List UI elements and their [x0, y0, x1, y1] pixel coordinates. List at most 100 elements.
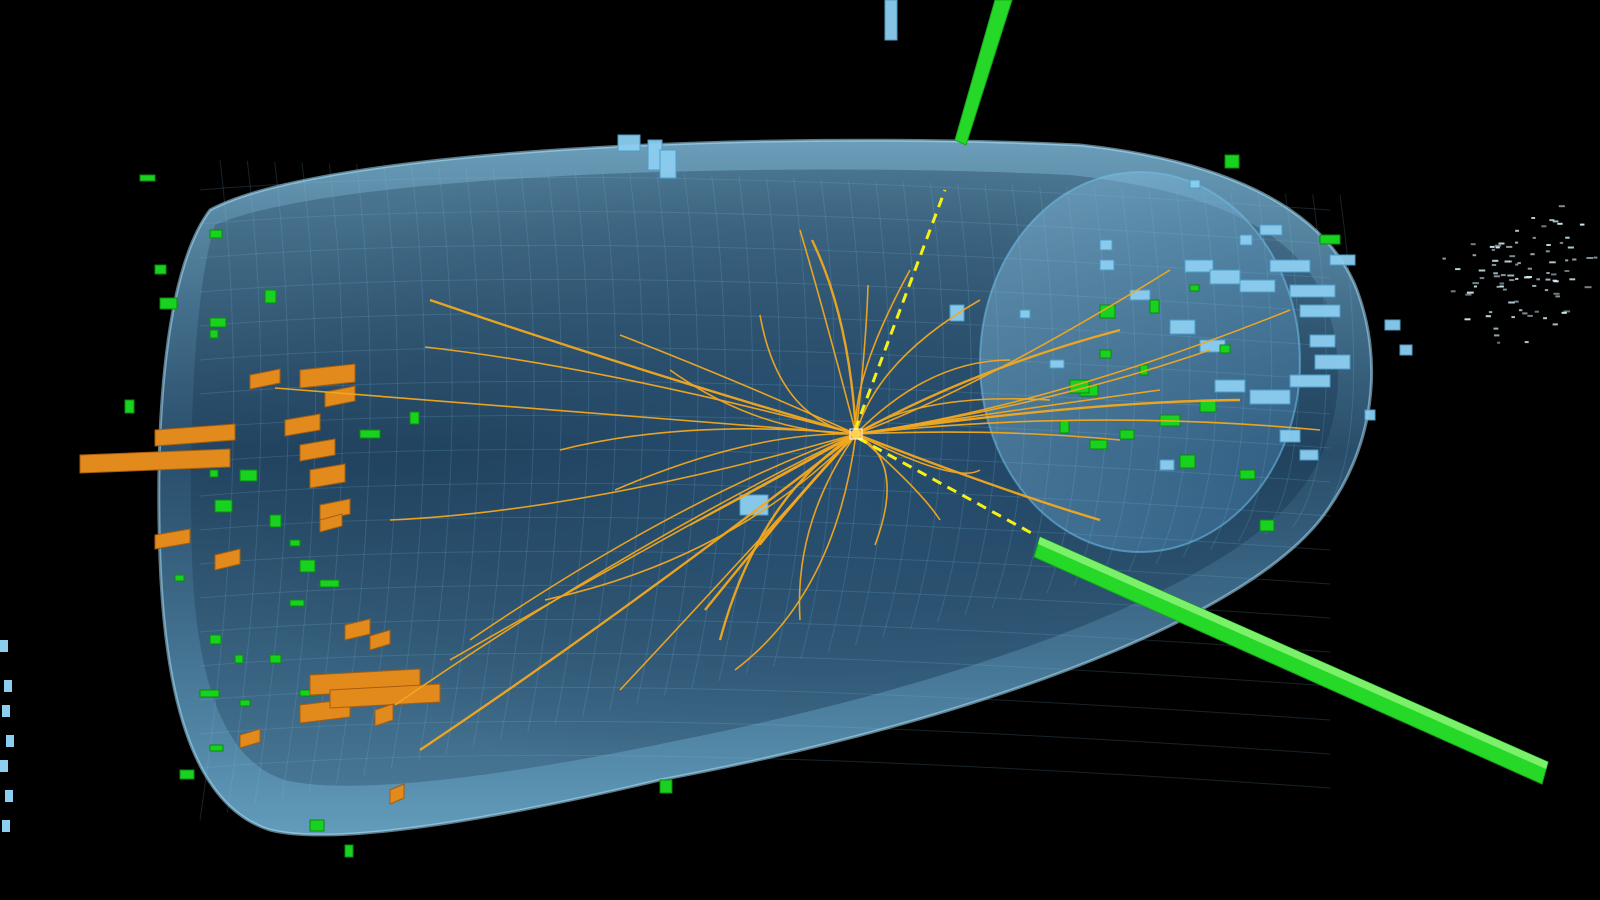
forward-hit: [1584, 286, 1592, 289]
em-deposit: [199, 689, 220, 698]
hadronic-deposit: [154, 423, 236, 447]
light-blue-deposit: [659, 149, 677, 179]
forward-hit: [1527, 314, 1533, 317]
forward-hit: [1567, 246, 1574, 249]
charged-track: [419, 433, 857, 751]
charged-track: [449, 433, 857, 661]
light-blue-deposit: [1309, 334, 1336, 348]
em-deposit: [1239, 469, 1256, 480]
forward-hit: [1508, 260, 1513, 263]
forward-hit: [1499, 285, 1504, 288]
light-blue-deposit: [5, 790, 13, 802]
forward-hit: [1494, 334, 1500, 337]
em-deposit: [1059, 419, 1070, 434]
light-blue-deposit: [1289, 284, 1336, 298]
forward-hit: [1509, 279, 1515, 282]
forward-hit: [1494, 244, 1502, 247]
charged-track: [759, 314, 857, 435]
hadronic-deposit: [309, 463, 346, 489]
forward-hit: [1522, 312, 1528, 315]
em-deposit: [239, 469, 258, 482]
forward-hit: [1564, 270, 1570, 272]
light-blue-deposit: [1239, 234, 1253, 246]
light-blue-deposit: [1299, 304, 1341, 318]
em-deposit: [154, 264, 167, 275]
light-blue-deposit: [884, 0, 898, 41]
em-deposit: [209, 634, 222, 645]
forward-hit: [1532, 284, 1537, 287]
forward-hit: [1509, 255, 1516, 258]
forward-hit: [1493, 272, 1498, 275]
em-deposit: [209, 744, 224, 752]
charged-track: [544, 433, 857, 601]
hadronic-deposit: [389, 783, 405, 805]
forward-hit: [1450, 290, 1456, 293]
forward-hit: [1551, 273, 1557, 276]
forward-hit: [1555, 295, 1561, 298]
charged-track: [855, 398, 1241, 436]
charged-track: [855, 397, 1051, 435]
light-blue-deposit: [1399, 344, 1413, 356]
forward-hit: [1541, 225, 1547, 228]
em-deposit: [234, 654, 244, 664]
em-deposit: [209, 329, 219, 339]
em-deposit: [359, 429, 381, 439]
forward-hit: [1511, 316, 1515, 319]
em-deposit: [344, 844, 354, 858]
light-blue-deposit: [1249, 389, 1291, 405]
charged-track: [855, 269, 1171, 435]
light-blue-deposit: [0, 640, 8, 652]
hadronic-deposit: [299, 438, 336, 462]
em-deposit: [659, 779, 673, 794]
charged-track: [274, 387, 857, 435]
charged-track: [689, 433, 857, 526]
em-deposit: [209, 317, 227, 328]
upper-green-beam: [954, 0, 1013, 146]
forward-hit: [1485, 315, 1491, 318]
forward-hit: [1500, 274, 1506, 277]
charged-track: [798, 433, 857, 621]
em-deposit: [214, 499, 233, 513]
forward-hit: [1507, 274, 1515, 277]
hadronic-deposit: [154, 528, 191, 550]
forward-hit: [1552, 323, 1558, 326]
light-blue-deposit: [1214, 379, 1246, 393]
forward-hit: [1472, 282, 1480, 285]
hadronic-deposit: [299, 363, 356, 389]
forward-hit: [1473, 285, 1477, 288]
em-deposit: [1149, 299, 1160, 314]
charged-track: [394, 433, 857, 706]
em-deposit: [264, 289, 277, 304]
forward-hit: [1572, 258, 1577, 261]
forward-hit: [1478, 269, 1486, 272]
charged-track: [429, 298, 857, 436]
light-blue-deposit: [0, 760, 8, 772]
em-deposit: [239, 699, 251, 707]
em-deposit: [174, 574, 185, 582]
light-blue-deposit: [1299, 449, 1319, 461]
light-blue-deposit: [1209, 269, 1241, 285]
forward-hit: [1464, 318, 1471, 321]
light-blue-deposit: [1314, 354, 1351, 370]
charged-track: [855, 359, 1011, 435]
forward-hit: [1553, 292, 1560, 295]
forward-hit: [1559, 241, 1564, 244]
em-deposit: [1259, 519, 1275, 532]
forward-hit: [1532, 236, 1536, 239]
forward-hit: [1546, 272, 1550, 274]
charged-track: [855, 433, 941, 521]
light-blue-deposit: [1329, 254, 1356, 266]
charged-track: [799, 229, 857, 435]
light-blue-deposit: [1159, 459, 1175, 471]
light-blue-deposit: [1239, 279, 1276, 293]
charged-track: [424, 346, 857, 435]
forward-hit: [1495, 246, 1500, 249]
charged-track: [619, 433, 857, 691]
forward-hit: [1455, 268, 1461, 271]
forward-hit: [1563, 310, 1571, 313]
forward-hit: [1493, 275, 1500, 278]
charged-track: [718, 432, 857, 641]
em-deposit: [309, 819, 325, 832]
charged-track: [734, 433, 857, 671]
